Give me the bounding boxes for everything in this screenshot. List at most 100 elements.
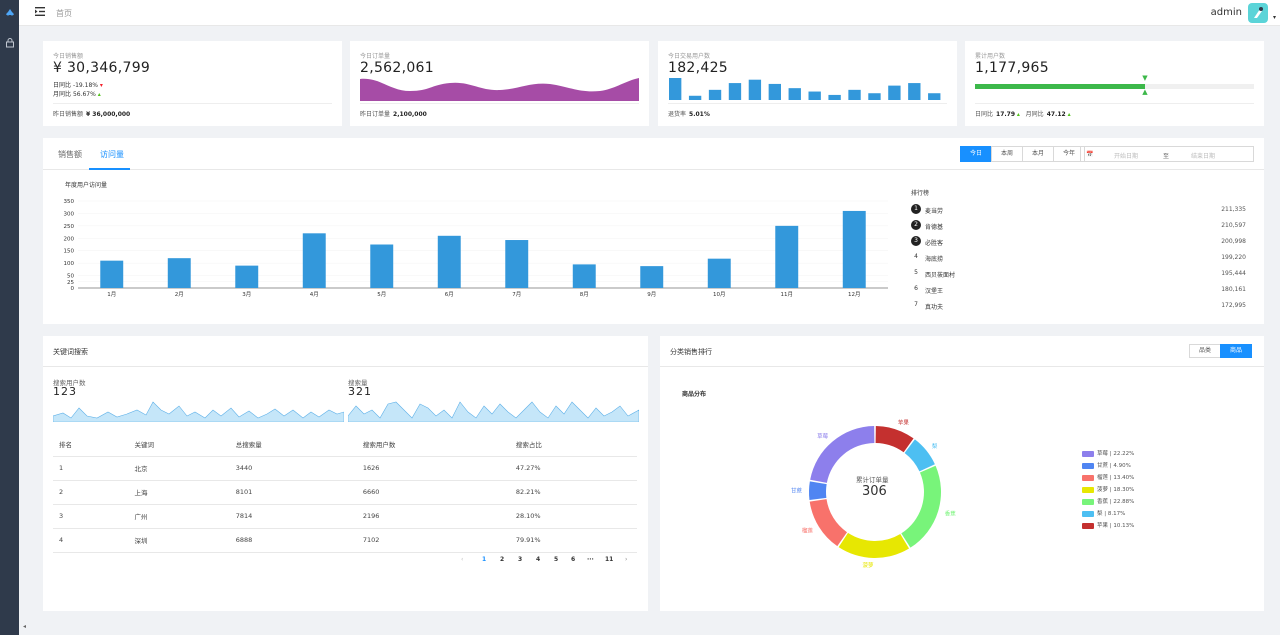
start-date-input[interactable]: 开始日期	[1114, 153, 1139, 160]
mini-bar	[868, 93, 881, 100]
bar[interactable]	[302, 233, 326, 288]
legend-item[interactable]: 香蕉 | 22.88%	[1082, 497, 1134, 505]
segment-goods-button[interactable]: 商品	[1219, 344, 1252, 358]
progress-marker-bottom: ▲	[1142, 88, 1148, 96]
range-month-button[interactable]: 本月	[1022, 146, 1055, 162]
range-year-button[interactable]: 今年	[1053, 146, 1086, 162]
ranking-name: 汉堡王	[925, 288, 944, 295]
donut-slice[interactable]	[904, 439, 935, 472]
category-segment: 品类 商品	[1188, 344, 1252, 358]
donut-slice[interactable]	[875, 426, 914, 453]
bar[interactable]	[775, 225, 799, 288]
breadcrumb[interactable]: 首页	[56, 9, 72, 18]
donut-slice[interactable]	[810, 426, 875, 483]
collapse-arrow-icon[interactable]: ◂	[23, 623, 27, 630]
bar[interactable]	[505, 240, 529, 288]
ranking-row[interactable]: 4 海底捞 199,220	[911, 252, 1246, 264]
lock-icon[interactable]	[5, 38, 15, 48]
bar[interactable]	[100, 260, 124, 288]
bar[interactable]	[707, 258, 731, 288]
ranking-number: 4	[914, 253, 918, 260]
caret-up-icon: ▴	[97, 91, 101, 98]
date-range-picker[interactable]: 📅 开始日期 至 结束日期	[1080, 146, 1254, 162]
foot-label: 昨日销售额	[53, 111, 84, 118]
page-2[interactable]: 2	[500, 556, 505, 563]
ranking-value: 199,220	[1221, 254, 1246, 261]
range-week-button[interactable]: 本周	[991, 146, 1024, 162]
legend-item[interactable]: 苹果 | 10.13%	[1082, 521, 1134, 529]
bar[interactable]	[370, 244, 394, 289]
tab-visits[interactable]: 访问量	[100, 150, 124, 159]
foot-label: 退货率	[668, 111, 687, 118]
bar[interactable]	[842, 210, 866, 288]
legend-swatch	[1082, 474, 1094, 481]
table-row[interactable]: 4 深圳 6888 7102 79.91%	[53, 528, 637, 553]
end-date-input[interactable]: 结束日期	[1191, 153, 1216, 160]
legend-swatch	[1082, 498, 1094, 505]
donut-slice-label: 菠萝	[862, 561, 874, 569]
legend-item[interactable]: 榴莲 | 13.40%	[1082, 473, 1134, 481]
donut-slice[interactable]	[838, 532, 910, 558]
ranking-row[interactable]: 1 麦当劳 211,335	[911, 204, 1246, 216]
foot-label: 昨日订单量	[360, 111, 391, 118]
cell: 82.21%	[509, 480, 637, 505]
ranking-row[interactable]: 7 真功夫 172,995	[911, 300, 1246, 312]
ranking-row[interactable]: 3 必胜客 200,998	[911, 236, 1246, 248]
ranking-row[interactable]: 6 汉堡王 180,161	[911, 284, 1246, 296]
table-row[interactable]: 3 广州 7814 2196 28.10%	[53, 504, 637, 529]
page-ellipsis[interactable]: ···	[587, 556, 594, 563]
page-5[interactable]: 5	[554, 556, 559, 563]
range-today-button[interactable]: 今日	[960, 146, 993, 162]
bar[interactable]	[572, 264, 596, 288]
legend-item[interactable]: 梨 | 8.17%	[1082, 509, 1125, 517]
page-6[interactable]: 6	[571, 556, 576, 563]
bar[interactable]	[437, 235, 461, 288]
chevron-down-icon[interactable]: ▾	[1272, 14, 1276, 21]
donut-slice[interactable]	[901, 465, 941, 548]
page-3[interactable]: 3	[518, 556, 523, 563]
tab-sales[interactable]: 销售额	[58, 150, 82, 159]
cell: 4	[53, 528, 129, 553]
avatar[interactable]	[1248, 3, 1268, 23]
pagination-prev-icon[interactable]: ‹	[461, 556, 464, 563]
bar[interactable]	[235, 265, 259, 288]
legend-item[interactable]: 甘蔗 | 4.90%	[1082, 461, 1131, 469]
page-1[interactable]: 1	[482, 556, 487, 563]
x-tick-label: 3月	[242, 291, 251, 298]
bar[interactable]	[167, 258, 191, 288]
ranking-row[interactable]: 5 西贝莜面村 195,444	[911, 268, 1246, 280]
legend-item[interactable]: 菠萝 | 18.30%	[1082, 485, 1134, 493]
sales-card: 销售额 访问量 今日 本周 本月 今年 📅 开始日期 至 结束日期 年度用户访问…	[43, 138, 1264, 324]
donut-slice[interactable]	[809, 499, 848, 547]
mini-bar	[728, 83, 742, 100]
mini-bar	[908, 83, 921, 100]
keyword-card-header: 关键词搜索	[43, 336, 648, 367]
table-row[interactable]: 1 北京 3440 1626 47.27%	[53, 456, 637, 481]
ranking-row[interactable]: 2 肯德基 210,597	[911, 220, 1246, 232]
progress-track: ▼ ▲	[975, 74, 1254, 96]
stat-card-sales: 今日销售额 ¥ 30,346,799 日同比 -19.18% ▾ 月同比 56.…	[43, 41, 342, 126]
donut-slice[interactable]	[809, 481, 827, 500]
x-tick-label: 9月	[647, 291, 656, 298]
foot-value: 47.12	[1046, 111, 1066, 118]
category-card-title: 分类销售排行	[670, 348, 712, 356]
mini-bar	[708, 89, 722, 100]
legend-item[interactable]: 草莓 | 22.22%	[1082, 449, 1134, 457]
x-tick-label: 12月	[848, 291, 861, 298]
chart-title: 年度用户访问量	[65, 182, 108, 189]
bar[interactable]	[640, 266, 664, 288]
stat-value: 2,562,061	[360, 60, 434, 76]
donut-slice-label: 苹果	[898, 419, 910, 427]
pagination-next-icon[interactable]: ›	[625, 556, 628, 563]
ranking-value: 180,161	[1221, 286, 1246, 293]
segment-category-button[interactable]: 品类	[1188, 344, 1221, 358]
page-4[interactable]: 4	[536, 556, 541, 563]
page-11[interactable]: 11	[605, 556, 614, 563]
username[interactable]: admin	[1210, 7, 1242, 18]
menu-fold-icon[interactable]	[35, 7, 45, 16]
cell: 广州	[128, 504, 230, 529]
legend-swatch	[1082, 510, 1094, 517]
table-row[interactable]: 2 上海 8101 6660 82.21%	[53, 480, 637, 505]
ranking-number: 2	[911, 220, 921, 230]
